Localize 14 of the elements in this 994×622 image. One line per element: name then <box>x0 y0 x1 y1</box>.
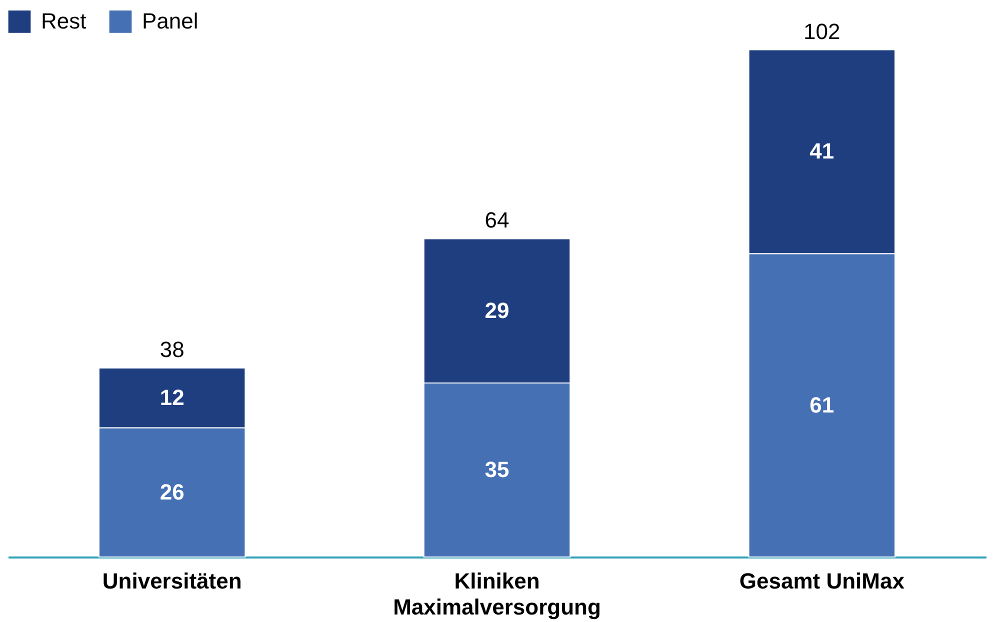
data-label: 26 <box>160 479 184 504</box>
legend-label: Panel <box>142 8 198 34</box>
data-label: 29 <box>484 298 510 323</box>
legend-label: Rest <box>41 8 86 34</box>
total-label: 64 <box>484 208 510 233</box>
x-tick-label: Kliniken Maximalversorgung <box>393 568 601 620</box>
total-label: 38 <box>160 337 184 362</box>
x-tick-label: Universitäten <box>102 568 242 594</box>
data-label: 61 <box>810 392 834 418</box>
x-tick-label: Gesamt UniMax <box>739 568 906 594</box>
data-label: 41 <box>810 138 834 164</box>
total-label: 102 <box>804 18 840 44</box>
data-label: 35 <box>484 456 510 482</box>
data-label: 12 <box>160 384 184 410</box>
